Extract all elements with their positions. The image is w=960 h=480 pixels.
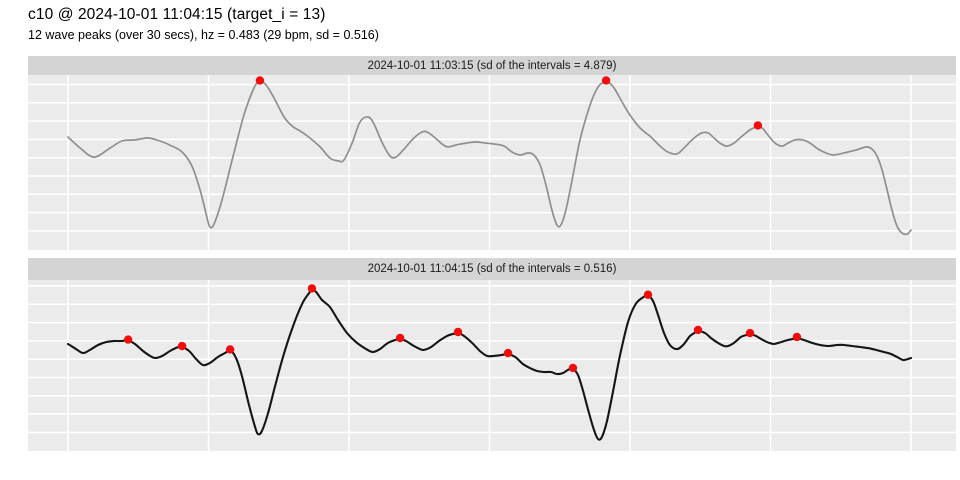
page-subtitle: 12 wave peaks (over 30 secs), hz = 0.483… — [28, 28, 379, 42]
facet-strip-bottom: 2024-10-01 11:04:15 (sd of the intervals… — [28, 258, 956, 280]
peak-marker — [123, 335, 133, 344]
peak-marker — [693, 325, 703, 335]
wave-chart-top — [28, 75, 956, 250]
peak-marker — [753, 121, 763, 130]
facet-strip-top: 2024-10-01 11:03:15 (sd of the intervals… — [28, 56, 956, 75]
panel-top — [28, 75, 956, 250]
facet-strip-bottom-label: 2024-10-01 11:04:15 (sd of the intervals… — [367, 263, 617, 275]
panel-bottom — [28, 280, 956, 451]
peak-marker — [395, 333, 405, 343]
peak-marker — [568, 363, 578, 373]
wave-line-top — [67, 80, 912, 236]
peak-marker — [255, 76, 265, 85]
peak-marker — [307, 284, 317, 293]
peak-marker — [225, 345, 235, 354]
peak-marker — [503, 348, 513, 358]
wave-chart-bottom — [28, 280, 956, 451]
facet-strip-top-label: 2024-10-01 11:03:15 (sd of the intervals… — [367, 59, 617, 72]
peak-marker — [453, 327, 463, 337]
page-title: c10 @ 2024-10-01 11:04:15 (target_i = 13… — [28, 6, 326, 23]
peak-marker — [745, 328, 755, 338]
peak-marker — [643, 290, 653, 299]
peak-marker — [177, 341, 187, 351]
peak-marker — [601, 76, 611, 85]
peak-marker — [792, 332, 802, 342]
